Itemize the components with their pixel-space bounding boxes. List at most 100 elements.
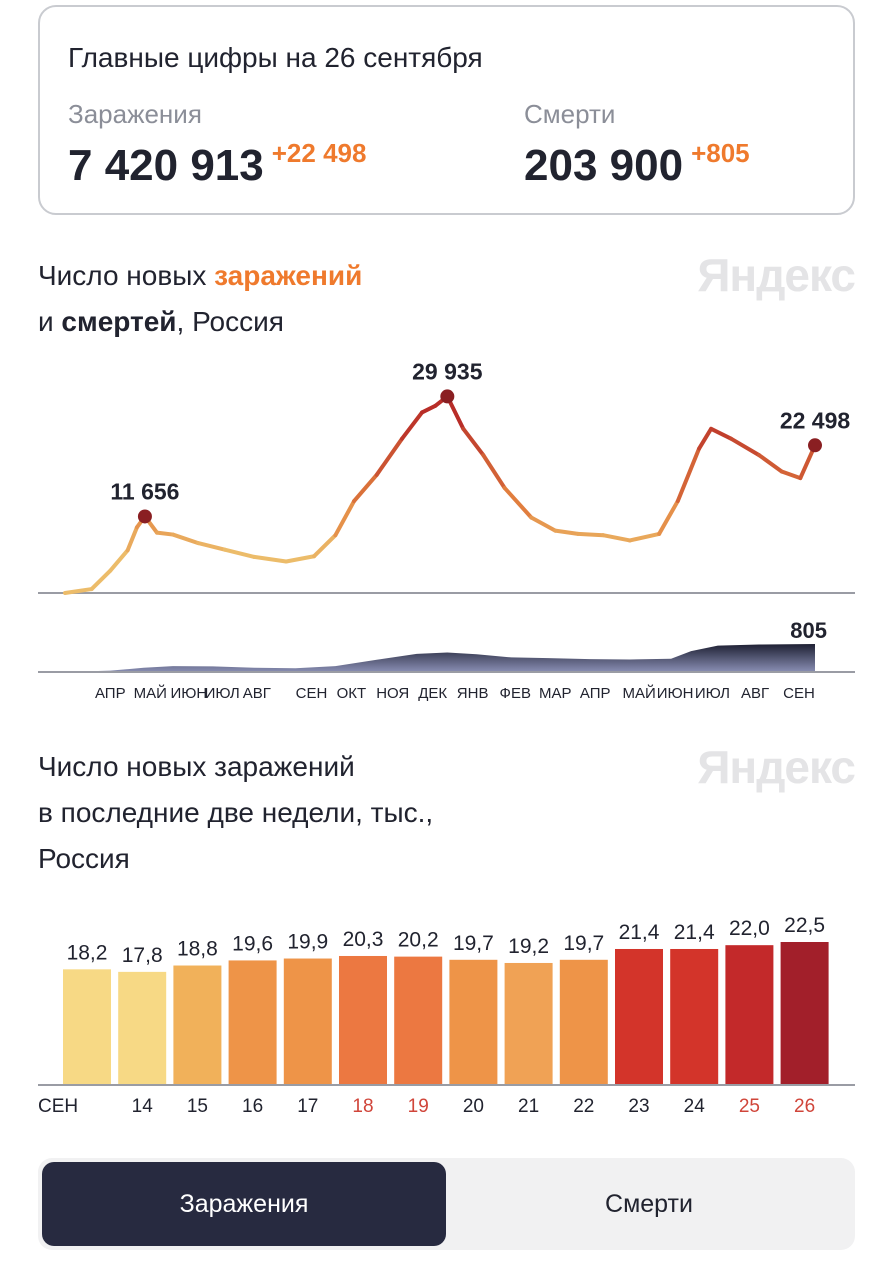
infections-line-segment: [63, 587, 94, 595]
bar-value-label: 19,7: [453, 932, 494, 955]
peak-marker: [137, 509, 152, 524]
infections-line-segment: [170, 532, 201, 546]
bar: [559, 959, 608, 1085]
title-text: и: [38, 306, 62, 337]
infections-label: Заражения: [68, 99, 202, 129]
bar-value-label: 22,0: [729, 917, 770, 940]
x-tick-label: АВГ: [243, 685, 271, 702]
day-label: 22: [573, 1096, 594, 1117]
bar: [670, 948, 719, 1085]
bar: [394, 956, 443, 1085]
peak-label: 11 656: [110, 478, 179, 504]
title-line: в последние две недели, тыс.,: [38, 797, 434, 828]
x-tick-label: МАЙ: [623, 684, 656, 702]
deaths-label: Смерти: [524, 99, 616, 129]
x-tick-label: ИЮН: [657, 685, 694, 702]
summary-card: Главные цифры на 26 сентября Заражения 7…: [38, 5, 855, 215]
bar-value-label: 18,2: [67, 941, 108, 964]
x-tick-label: ФЕВ: [500, 685, 531, 702]
bar: [504, 962, 553, 1085]
infections-delta: +22 498: [271, 138, 367, 168]
x-tick-label: СЕН: [296, 685, 328, 702]
infections-line-segment: [461, 426, 486, 458]
x-tick-label: НОЯ: [376, 685, 409, 702]
infections-line-segment: [108, 548, 130, 573]
day-label: 23: [628, 1096, 649, 1117]
chart2-title: Число новых заражений в последние две не…: [38, 744, 433, 882]
day-label: 21: [518, 1096, 539, 1117]
bar: [780, 942, 829, 1085]
bar-chart: 18,2 СЕН 17,8 14 18,8 15 19,6 16 19,9 17 20,3 18 20,…: [38, 914, 855, 1117]
infections-line-segment: [502, 485, 534, 520]
infections-line-segment: [374, 436, 405, 477]
infections-line-segment: [529, 515, 558, 533]
x-tick-label: АПР: [580, 685, 611, 702]
day-label: 16: [242, 1096, 263, 1117]
day-label: 25: [739, 1096, 760, 1117]
bar: [449, 959, 498, 1085]
summary-title: Главные цифры на 26 сентября: [68, 42, 483, 73]
x-tick-label: СЕН: [783, 685, 815, 702]
bar: [228, 960, 277, 1085]
infections-line-segment: [333, 499, 357, 538]
infections-line-segment: [779, 469, 803, 481]
bar-value-label: 18,8: [177, 938, 218, 961]
day-label: 18: [352, 1096, 373, 1117]
x-tick-label: ИЮЛ: [695, 685, 730, 702]
infections-line-segment: [709, 426, 734, 441]
infections-line-segment: [481, 453, 507, 490]
peak-label: 22 498: [780, 407, 851, 433]
day-label: 15: [187, 1096, 208, 1117]
day-label: 24: [684, 1096, 706, 1117]
infections-line-segment: [222, 547, 257, 559]
bar-value-label: 19,7: [563, 932, 604, 955]
peak-label: 29 935: [412, 358, 483, 384]
bar: [283, 958, 332, 1085]
infections-stat: Заражения 7 420 913 +22 498: [68, 99, 366, 191]
title-bold: смертей: [61, 306, 177, 337]
infections-line-segment: [675, 446, 702, 504]
infections-line-segment: [284, 554, 317, 564]
bar-value-label: 21,4: [619, 921, 660, 944]
infections-tab[interactable]: Заражения: [42, 1162, 446, 1246]
bar: [173, 965, 222, 1085]
title-line: Число новых заражений: [38, 751, 355, 782]
infections-line-segment: [252, 554, 289, 564]
bar: [118, 971, 167, 1085]
day-label: 14: [132, 1096, 154, 1117]
bar: [725, 945, 774, 1085]
peak-marker: [808, 438, 822, 453]
infections-line-segment: [89, 568, 113, 592]
deaths-tab[interactable]: Смерти: [447, 1162, 851, 1246]
infections-line-segment: [627, 531, 662, 543]
x-tick-label: АВГ: [741, 685, 769, 702]
day-label: 26: [794, 1096, 815, 1117]
bar-value-label: 19,9: [287, 931, 328, 954]
infections-line-segment: [757, 453, 784, 474]
infections-line-segment: [154, 530, 175, 537]
deaths-stat: Смерти 203 900 +805: [524, 99, 750, 191]
x-tick-label: ОКТ: [337, 685, 367, 702]
bar-value-label: 19,2: [508, 935, 549, 958]
deaths-area: [65, 644, 815, 672]
infections-line-segment: [575, 531, 606, 538]
deaths-peak-label: 805: [790, 618, 827, 643]
infections-line-segment: [420, 403, 438, 415]
bar-value-label: 21,4: [674, 921, 715, 944]
bar-value-label: 17,8: [122, 944, 163, 967]
infections-value: 7 420 913: [68, 141, 264, 190]
bar: [615, 948, 663, 1085]
infections-line-segment: [657, 499, 680, 536]
bar-value-label: 20,2: [398, 929, 439, 952]
day-label: 20: [463, 1096, 484, 1117]
infections-line-segment: [352, 472, 379, 504]
infections-line-segment: [312, 533, 338, 559]
title-text: , Россия: [176, 306, 284, 337]
infections-line-segment: [729, 436, 762, 458]
x-tick-label: АПР: [95, 685, 126, 702]
bar-value-label: 22,5: [784, 914, 825, 937]
bar-value-label: 20,3: [343, 928, 384, 951]
peak-marker: [440, 389, 455, 404]
x-tick-label: МАР: [539, 685, 572, 702]
